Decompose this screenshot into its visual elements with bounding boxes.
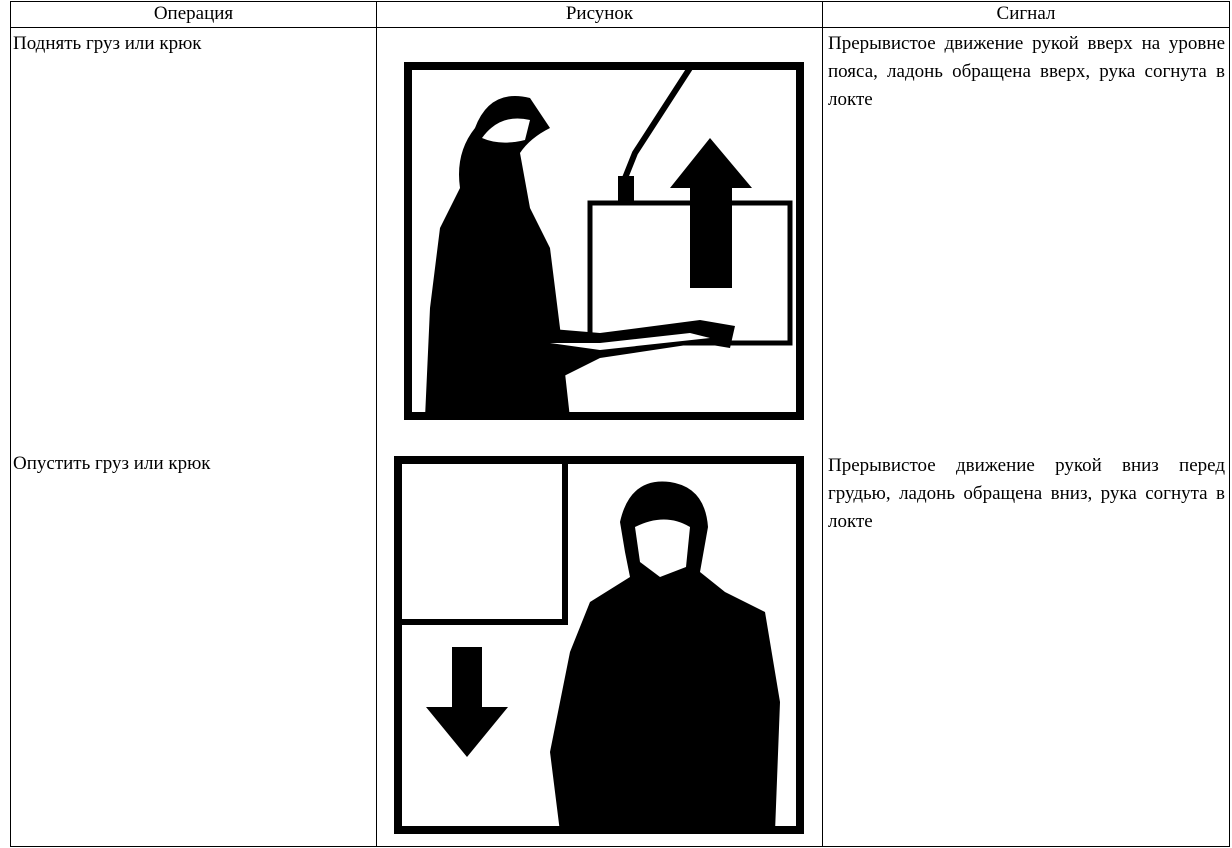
table-border (10, 27, 1230, 28)
pictogram-lower (394, 456, 804, 834)
table-border (10, 1, 11, 847)
table-border (376, 1, 377, 847)
table-border (822, 1, 823, 847)
table-border (10, 1, 1230, 2)
pictogram-raise (404, 62, 804, 420)
signal: Прерывистое движение рукой вверх на уров… (828, 33, 1225, 110)
header-cell: Операция (153, 3, 234, 24)
header-cell: Сигнал (996, 3, 1056, 24)
operation: Поднять груз или крюк (13, 33, 202, 54)
header-cell: Рисунок (565, 3, 634, 24)
signal: Прерывистое движение рукой вниз перед гр… (828, 455, 1225, 532)
table-border (1229, 1, 1230, 847)
operation: Опустить груз или крюк (13, 453, 211, 474)
table-border (10, 846, 1230, 847)
